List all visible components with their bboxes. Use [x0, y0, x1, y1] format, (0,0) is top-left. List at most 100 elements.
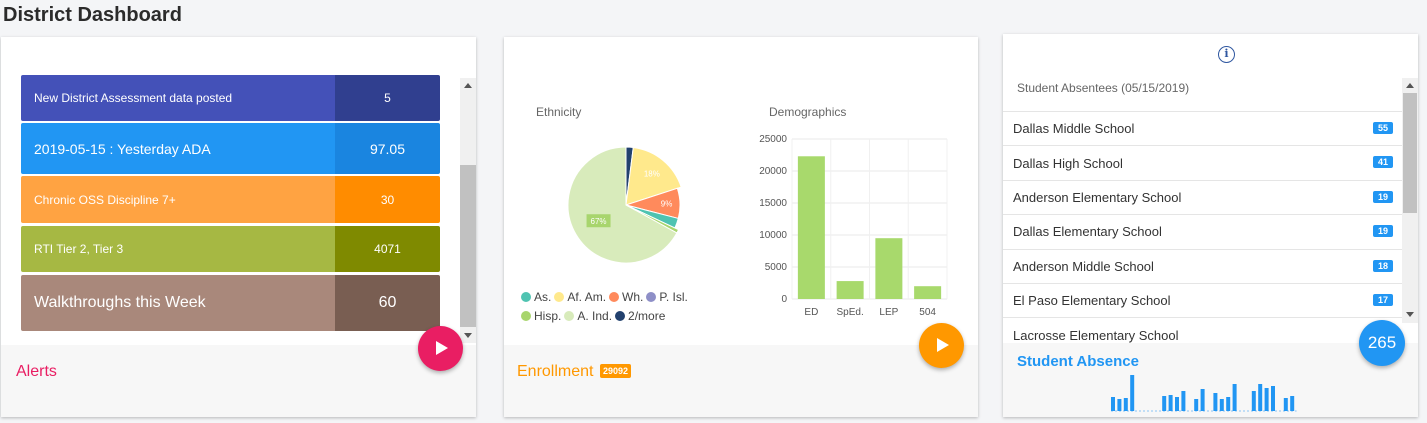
- alert-label: 2019-05-15 : Yesterday ADA: [21, 123, 335, 174]
- legend-dot-icon: [646, 292, 657, 302]
- absence-total-circle[interactable]: 265: [1359, 320, 1405, 366]
- demographics-bar[interactable]: [797, 156, 825, 299]
- absentees-footer: Student Absence: [1003, 343, 1418, 417]
- enrollment-total-badge: 29092: [600, 364, 632, 378]
- scroll-down-arrow-icon[interactable]: [464, 333, 472, 338]
- svg-text:67%: 67%: [591, 217, 607, 226]
- absentees-footer-title[interactable]: Student Absence: [1017, 353, 1139, 370]
- sparkline-bar: [1258, 384, 1263, 411]
- x-tick-label: 504: [919, 307, 936, 318]
- ethnicity-chart-title: Ethnicity: [536, 105, 582, 119]
- demographics-bar[interactable]: [875, 238, 903, 299]
- legend-label: Wh.: [622, 290, 644, 304]
- enrollment-footer: Enrollment 29092: [504, 345, 978, 417]
- alert-label: Walkthroughs this Week: [21, 275, 335, 331]
- legend-item[interactable]: Wh.: [609, 288, 643, 306]
- info-icon[interactable]: i: [1218, 46, 1235, 63]
- sparkline-bar: [1213, 393, 1218, 411]
- alert-item[interactable]: Chronic OSS Discipline 7+ 30: [21, 176, 440, 223]
- absentee-school-row[interactable]: El Paso Elementary School 17: [1003, 282, 1403, 317]
- alert-item[interactable]: Walkthroughs this Week 60: [21, 275, 440, 331]
- legend-item[interactable]: Af. Am.: [554, 288, 606, 306]
- absentee-count-badge: 19: [1373, 190, 1393, 203]
- absentee-school-row[interactable]: Dallas Middle School 55: [1003, 111, 1403, 145]
- legend-dot-icon: [609, 292, 620, 302]
- sparkline-bar: [1232, 384, 1237, 411]
- sparkline-bar: [1200, 389, 1205, 411]
- legend-label: Af. Am.: [567, 290, 607, 304]
- y-tick-label: 15000: [759, 198, 787, 209]
- alerts-scrollbar[interactable]: [460, 78, 476, 343]
- absentee-count-badge: 55: [1373, 122, 1393, 134]
- alert-value: 5: [335, 75, 440, 121]
- legend-item[interactable]: A. Ind.: [564, 307, 612, 325]
- absentees-header: Student Absentees (05/15/2019): [1017, 81, 1190, 95]
- sparkline-bar: [1123, 398, 1128, 411]
- school-name: Dallas Elementary School: [1013, 224, 1162, 240]
- school-name: El Paso Elementary School: [1013, 293, 1171, 309]
- absentee-school-row[interactable]: Anderson Middle School 18: [1003, 248, 1403, 283]
- x-tick-label: LEP: [879, 307, 898, 318]
- abs-scroll-thumb[interactable]: [1403, 93, 1417, 213]
- absentee-count-badge: 18: [1373, 259, 1393, 272]
- legend-label: P. Isl.: [659, 290, 688, 304]
- pie-slice[interactable]: [567, 146, 678, 264]
- abs-scroll-down-arrow-icon[interactable]: [1406, 312, 1414, 317]
- y-tick-label: 0: [781, 294, 787, 305]
- legend-item[interactable]: As.: [521, 288, 551, 306]
- legend-dot-icon: [554, 292, 565, 302]
- sparkline-bar: [1117, 399, 1122, 411]
- absentee-count-badge: 17: [1373, 293, 1393, 306]
- school-name: Anderson Middle School: [1013, 258, 1154, 274]
- alert-item[interactable]: New District Assessment data posted 5: [21, 75, 440, 121]
- y-tick-label: 20000: [759, 166, 787, 177]
- scroll-thumb[interactable]: [460, 165, 476, 327]
- page-title: District Dashboard: [3, 4, 182, 26]
- legend-label: Hisp.: [534, 309, 562, 323]
- school-name: Lacrosse Elementary School: [1013, 327, 1179, 343]
- sparkline-bar: [1283, 398, 1288, 411]
- alert-item[interactable]: 2019-05-15 : Yesterday ADA 97.05: [21, 123, 440, 174]
- alerts-footer-title[interactable]: Alerts: [16, 363, 57, 380]
- sparkline-bar: [1168, 395, 1173, 411]
- alert-item[interactable]: RTI Tier 2, Tier 3 4071: [21, 226, 440, 272]
- demographics-chart-title: Demographics: [769, 105, 847, 119]
- sparkline-bar: [1251, 391, 1256, 411]
- absentee-school-row[interactable]: Anderson Elementary School 19: [1003, 179, 1403, 214]
- alerts-play-button[interactable]: [418, 326, 463, 371]
- sparkline-bar: [1130, 375, 1135, 411]
- scroll-up-arrow-icon[interactable]: [464, 83, 472, 88]
- legend-item[interactable]: 2/more: [615, 307, 665, 325]
- alert-value: 30: [335, 176, 440, 223]
- demographics-bar[interactable]: [836, 281, 864, 299]
- enrollment-play-button[interactable]: [919, 323, 964, 368]
- sparkline-bar: [1181, 391, 1186, 411]
- school-name: Anderson Elementary School: [1013, 189, 1182, 205]
- pie-slice[interactable]: [625, 146, 682, 206]
- legend-label: 2/more: [628, 309, 666, 323]
- demographics-bar-chart: 0 5000 10000 15000 20000 25000 ED SpEd. LEP 504: [759, 134, 948, 318]
- pie-slice-label: 9%: [661, 200, 673, 209]
- sparkline-bar: [1271, 386, 1275, 411]
- absentee-school-row[interactable]: Dallas Elementary School 19: [1003, 214, 1403, 248]
- abs-scroll-up-arrow-icon[interactable]: [1406, 83, 1414, 88]
- y-tick-label: 25000: [759, 134, 787, 145]
- absentee-school-row[interactable]: Dallas High School 41: [1003, 145, 1403, 179]
- sparkline-bar: [1290, 396, 1295, 411]
- sparkline-bar: [1226, 397, 1231, 411]
- demographics-bar[interactable]: [914, 286, 942, 299]
- legend-item[interactable]: Hisp.: [521, 307, 561, 325]
- sparkline-bar: [1175, 397, 1179, 411]
- x-tick-label: SpEd.: [837, 307, 864, 318]
- absentees-scrollbar[interactable]: [1402, 78, 1418, 323]
- legend-label: A. Ind.: [577, 309, 613, 323]
- legend-dot-icon: [521, 311, 531, 321]
- enrollment-footer-title[interactable]: Enrollment: [517, 363, 594, 380]
- legend-item[interactable]: P. Isl.: [646, 288, 688, 306]
- alert-label: Chronic OSS Discipline 7+: [21, 176, 335, 223]
- sparkline-bar: [1264, 388, 1269, 411]
- ethnicity-legend: As. Af. Am. Wh. P. Isl. Hisp. A. Ind. 2/more: [521, 288, 721, 326]
- student-absence-sparkline: [1111, 375, 1297, 412]
- alert-value: 97.05: [335, 123, 440, 174]
- absentee-count-badge: 41: [1373, 156, 1393, 169]
